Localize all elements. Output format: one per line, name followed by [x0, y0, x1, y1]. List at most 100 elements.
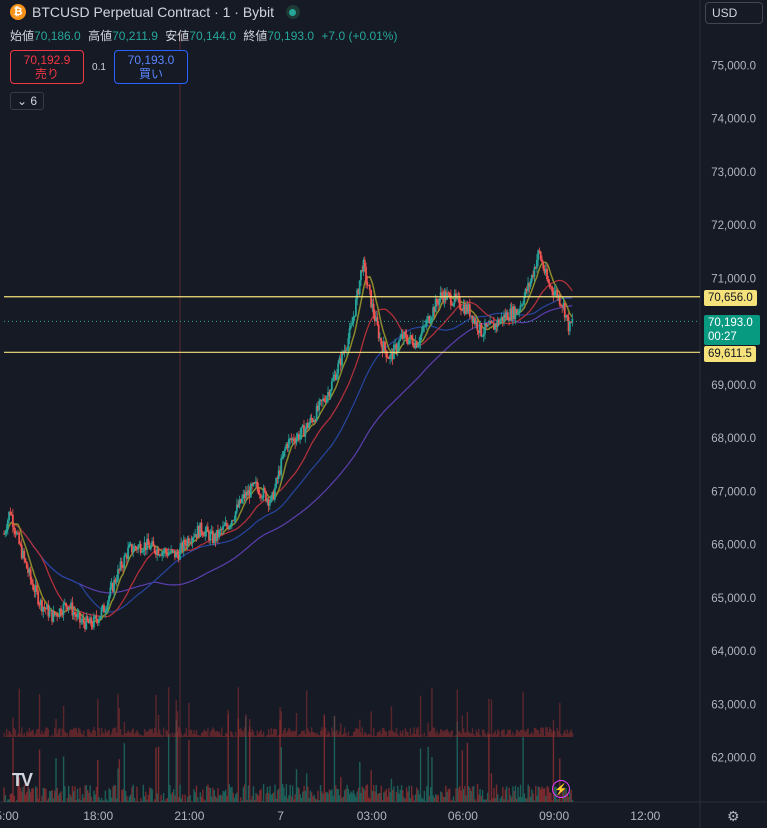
candle-body [325, 396, 328, 403]
volume-bar [526, 797, 528, 802]
volume-bar-secondary [340, 723, 342, 737]
candle-body [403, 331, 405, 339]
candle-body [206, 526, 209, 532]
candle-body [319, 399, 322, 401]
volume-bar-secondary [429, 730, 432, 737]
volume-bar-secondary [50, 736, 52, 737]
candle-body [482, 333, 485, 336]
volume-bar-secondary [378, 731, 380, 737]
volume-bar [375, 785, 377, 802]
volume-bar [328, 789, 331, 802]
candle-body [517, 311, 519, 314]
volume-bar [566, 792, 569, 802]
candle-body [43, 606, 46, 609]
volume-bar [203, 799, 205, 802]
volume-bar-secondary [561, 735, 564, 737]
volume-bar [143, 796, 146, 802]
volume-bar-secondary [275, 729, 277, 737]
candle-body [182, 539, 185, 551]
volume-bar-secondary [566, 729, 569, 737]
indicator-toggle[interactable]: ⌄ 6 [10, 92, 45, 110]
bitcoin-logo: ₿ [10, 4, 26, 20]
candle-body [461, 310, 464, 311]
volume-bar-secondary [313, 732, 315, 737]
volume-bar-secondary [332, 731, 334, 737]
volume-bar [413, 800, 415, 802]
volume-bar [145, 791, 147, 802]
volume-bar [284, 796, 286, 802]
candle-body [290, 438, 293, 441]
candle-body [136, 547, 138, 550]
volume-bar [90, 796, 93, 802]
volume-bar [466, 742, 469, 802]
candle-body [268, 502, 271, 506]
volume-bar [276, 790, 279, 802]
volume-bar-secondary [465, 732, 467, 737]
volume-bar [521, 797, 523, 802]
volume-bar [346, 784, 348, 802]
volume-bar-secondary [357, 729, 360, 737]
volume-bar-secondary [200, 732, 203, 737]
volume-bar [136, 786, 138, 802]
candle-body [327, 392, 329, 397]
candle-body [304, 428, 307, 437]
volume-bar [278, 788, 280, 802]
candle-body [9, 511, 12, 515]
gear-icon[interactable]: ⚙ [727, 808, 740, 824]
volume-bar [448, 788, 451, 802]
volume-bar-secondary [304, 733, 307, 737]
volume-bar [535, 785, 537, 802]
candle-body [468, 304, 471, 317]
volume-bar-secondary [260, 729, 262, 737]
symbol-title[interactable]: BTCUSD Perpetual Contract · 1 · Bybit [32, 4, 274, 20]
volume-bar-secondary [12, 717, 14, 737]
bolt-icon[interactable]: ⚡ [552, 780, 570, 798]
volume-bar-secondary [271, 734, 274, 737]
volume-bar [431, 757, 433, 802]
volume-bar [205, 786, 208, 802]
volume-bar-secondary [266, 734, 269, 737]
volume-bar-secondary [488, 698, 490, 737]
candle-body [370, 289, 372, 308]
volume-bar [321, 791, 323, 802]
volume-bar-secondary [469, 732, 471, 737]
candle-body [541, 259, 543, 263]
candle-body [185, 544, 188, 546]
volume-bar [335, 785, 337, 802]
candle-body [277, 470, 280, 479]
volume-bar-secondary [417, 727, 419, 737]
candle-body [225, 522, 228, 526]
candle-body [180, 542, 183, 549]
candle-body [285, 443, 288, 449]
candle-body [296, 434, 299, 438]
candle-body [158, 555, 161, 556]
volume-bar [13, 795, 15, 802]
volume-bar-secondary [218, 731, 220, 737]
candle-body [436, 298, 438, 303]
tradingview-logo[interactable]: TV [12, 770, 33, 790]
candle-body [118, 569, 121, 571]
candle-body [36, 585, 38, 592]
volume-bar-secondary [135, 732, 137, 737]
currency-select[interactable]: USD [705, 2, 763, 24]
volume-bar [371, 790, 374, 802]
volume-bar [241, 800, 243, 802]
volume-bar-secondary [494, 730, 496, 737]
candle-body [73, 612, 76, 615]
volume-bar [26, 791, 28, 802]
volume-bar [502, 786, 504, 802]
candle-body [444, 291, 447, 300]
volume-bar [299, 794, 301, 802]
volume-bar [217, 788, 219, 802]
volume-bar-secondary [195, 729, 198, 737]
volume-bar [212, 787, 214, 802]
sell-button[interactable]: 70,192.9 売り [10, 50, 84, 84]
buy-button[interactable]: 70,193.0 買い [114, 50, 188, 84]
candle-body [22, 550, 24, 559]
volume-bar-secondary [209, 731, 212, 737]
candle-body [23, 550, 26, 559]
candle-body [439, 292, 442, 299]
candle-body [195, 534, 198, 538]
